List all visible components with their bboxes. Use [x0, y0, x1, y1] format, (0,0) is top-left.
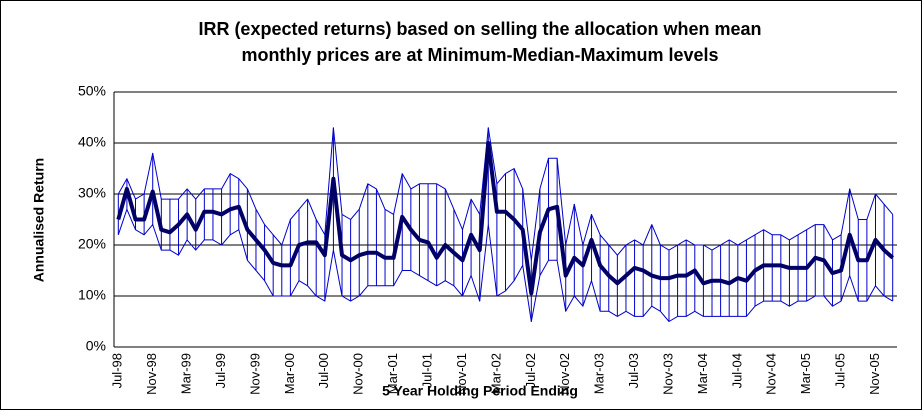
series-line: [117, 127, 894, 261]
x-tick-label: Jul-05: [833, 353, 848, 388]
x-tick-label: Mar-03: [592, 353, 607, 394]
y-tick-label: 20%: [78, 236, 106, 252]
x-tick-label: Nov-03: [660, 353, 675, 395]
x-tick-label: Jul-02: [523, 353, 538, 388]
x-tick-label: Nov-02: [557, 353, 572, 395]
series-line: [117, 208, 893, 322]
chart-title: monthly prices are at Minimum-Median-Max…: [241, 45, 718, 65]
x-tick-label: Jul-99: [213, 353, 228, 388]
y-tick-label: 10%: [78, 287, 106, 303]
x-tick-label: Jul-03: [626, 353, 641, 388]
x-tick-label: Jul-01: [419, 353, 434, 388]
series-line: [116, 141, 895, 296]
x-tick-label: Nov-05: [867, 353, 882, 395]
y-tick-label: 40%: [78, 134, 106, 150]
x-tick-label: Jul-98: [110, 353, 125, 388]
x-axis-title: 5 Year Holding Period Ending: [382, 383, 578, 399]
x-tick-label: Nov-04: [764, 353, 779, 395]
x-tick-label: Nov-98: [144, 353, 159, 395]
x-tick-label: Jul-04: [729, 353, 744, 388]
y-tick-label: 50%: [78, 83, 106, 99]
x-tick-label: Nov-01: [454, 353, 469, 395]
x-tick-label: Mar-05: [798, 353, 813, 394]
x-tick-label: Nov-99: [247, 353, 262, 395]
y-axis-title: Annualised Return: [31, 158, 47, 282]
chart-title: IRR (expected returns) based on selling …: [198, 19, 761, 39]
x-tick-label: Mar-04: [695, 353, 710, 394]
x-tick-label: Mar-02: [488, 353, 503, 394]
y-tick-label: 0%: [86, 338, 106, 354]
x-tick-label: Nov-00: [351, 353, 366, 395]
x-tick-label: Mar-99: [179, 353, 194, 394]
x-tick-label: Mar-00: [282, 353, 297, 394]
x-tick-label: Mar-01: [385, 353, 400, 394]
x-tick-label: Jul-00: [316, 353, 331, 388]
y-tick-label: 30%: [78, 185, 106, 201]
